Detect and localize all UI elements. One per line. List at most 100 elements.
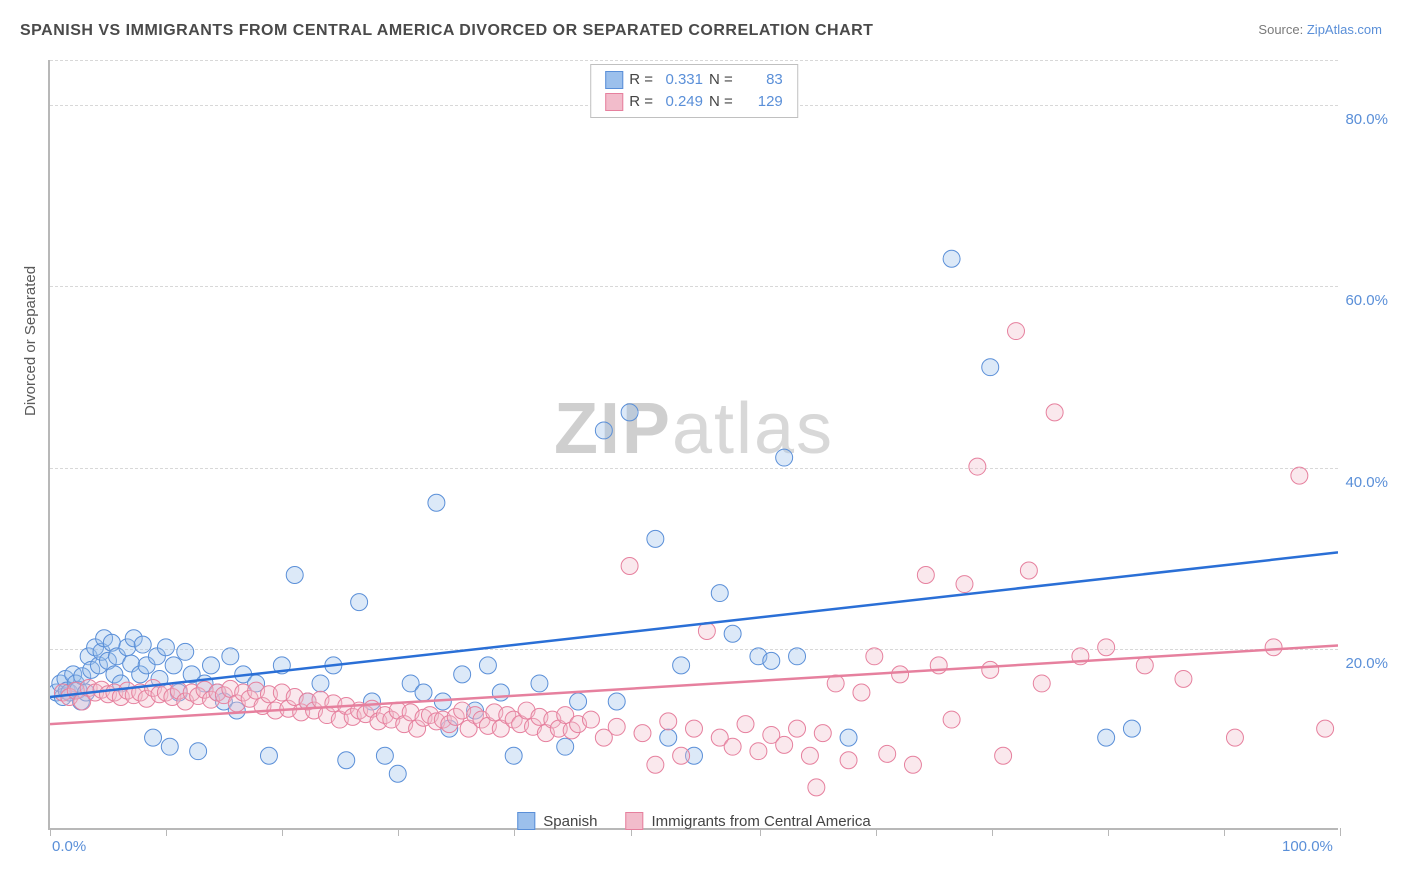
data-point xyxy=(724,625,741,642)
data-point xyxy=(157,639,174,656)
source-link[interactable]: ZipAtlas.com xyxy=(1307,22,1382,37)
x-tick-label: 100.0% xyxy=(1282,838,1333,896)
data-point xyxy=(376,747,393,764)
r-value-1: 0.331 xyxy=(659,69,703,91)
legend-label-spanish: Spanish xyxy=(543,813,597,830)
data-point xyxy=(763,652,780,669)
r-value-2: 0.249 xyxy=(659,91,703,113)
data-point xyxy=(621,557,638,574)
data-point xyxy=(608,718,625,735)
data-point xyxy=(943,711,960,728)
data-point xyxy=(982,661,999,678)
data-point xyxy=(260,747,277,764)
legend-item-immigrants: Immigrants from Central America xyxy=(625,812,870,830)
y-tick-label: 60.0% xyxy=(1345,292,1388,309)
data-point xyxy=(711,585,728,602)
data-point xyxy=(853,684,870,701)
bottom-legend: Spanish Immigrants from Central America xyxy=(517,812,870,830)
data-point xyxy=(1046,404,1063,421)
data-point xyxy=(190,743,207,760)
y-tick-label: 80.0% xyxy=(1345,111,1388,128)
y-tick-label: 40.0% xyxy=(1345,474,1388,491)
x-tick xyxy=(514,828,515,836)
data-point xyxy=(582,711,599,728)
data-point xyxy=(808,779,825,796)
n-value-1: 83 xyxy=(739,69,783,91)
legend-swatch-series1 xyxy=(605,71,623,89)
data-point xyxy=(134,636,151,653)
legend-item-spanish: Spanish xyxy=(517,812,597,830)
source-attribution: Source: ZipAtlas.com xyxy=(1258,22,1382,37)
data-point xyxy=(866,648,883,665)
data-point xyxy=(557,738,574,755)
data-point xyxy=(647,530,664,547)
x-tick xyxy=(166,828,167,836)
data-point xyxy=(1226,729,1243,746)
y-tick-label: 20.0% xyxy=(1345,655,1388,672)
x-tick xyxy=(50,828,51,836)
data-point xyxy=(995,747,1012,764)
data-point xyxy=(621,404,638,421)
data-point xyxy=(428,494,445,511)
x-tick-label: 0.0% xyxy=(52,838,86,896)
source-label: Source: xyxy=(1258,22,1303,37)
data-point xyxy=(505,747,522,764)
data-point xyxy=(351,594,368,611)
data-point xyxy=(737,716,754,733)
data-point xyxy=(145,729,162,746)
data-point xyxy=(673,657,690,674)
stats-legend: R = 0.331 N = 83 R = 0.249 N = 129 xyxy=(590,64,798,118)
data-point xyxy=(840,752,857,769)
legend-swatch-series2 xyxy=(605,93,623,111)
x-tick xyxy=(1224,828,1225,836)
data-point xyxy=(904,756,921,773)
data-point xyxy=(1317,720,1334,737)
data-point xyxy=(1291,467,1308,484)
x-tick xyxy=(1340,828,1341,836)
legend-swatch-series1 xyxy=(517,812,535,830)
data-point xyxy=(673,747,690,764)
data-point xyxy=(724,738,741,755)
data-point xyxy=(789,648,806,665)
data-point xyxy=(1098,639,1115,656)
data-point xyxy=(203,657,220,674)
data-point xyxy=(917,567,934,584)
x-tick xyxy=(398,828,399,836)
data-point xyxy=(595,422,612,439)
data-point xyxy=(1265,639,1282,656)
data-point xyxy=(660,713,677,730)
data-point xyxy=(531,675,548,692)
data-point xyxy=(776,449,793,466)
data-point xyxy=(1020,562,1037,579)
x-tick xyxy=(876,828,877,836)
chart-title: SPANISH VS IMMIGRANTS FROM CENTRAL AMERI… xyxy=(20,22,873,40)
data-point xyxy=(479,657,496,674)
n-label: N = xyxy=(709,69,733,91)
data-point xyxy=(660,729,677,746)
data-point xyxy=(943,250,960,267)
r-label: R = xyxy=(629,91,653,113)
x-tick xyxy=(282,828,283,836)
n-value-2: 129 xyxy=(739,91,783,113)
data-point xyxy=(608,693,625,710)
data-point xyxy=(789,720,806,737)
data-point xyxy=(969,458,986,475)
x-tick xyxy=(1108,828,1109,836)
r-label: R = xyxy=(629,69,653,91)
data-point xyxy=(879,745,896,762)
data-point xyxy=(492,684,509,701)
data-point xyxy=(1008,323,1025,340)
data-point xyxy=(1033,675,1050,692)
data-point xyxy=(801,747,818,764)
data-point xyxy=(570,693,587,710)
data-point xyxy=(686,720,703,737)
legend-swatch-series2 xyxy=(625,812,643,830)
data-point xyxy=(892,666,909,683)
data-point xyxy=(1098,729,1115,746)
chart-svg xyxy=(50,60,1338,828)
y-axis-title: Divorced or Separated xyxy=(22,266,39,416)
plot-area: ZIPatlas R = 0.331 N = 83 R = 0.249 N = … xyxy=(48,60,1338,830)
data-point xyxy=(338,752,355,769)
stats-legend-row-1: R = 0.331 N = 83 xyxy=(605,69,783,91)
data-point xyxy=(776,736,793,753)
